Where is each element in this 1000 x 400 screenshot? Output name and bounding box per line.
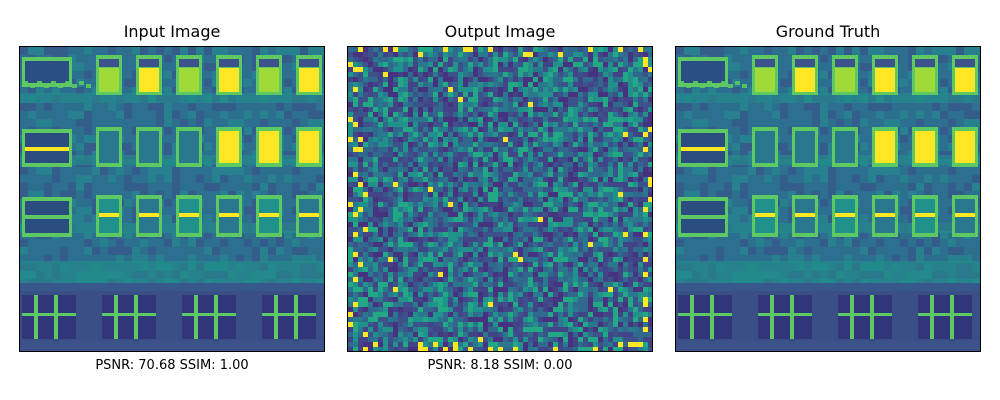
facade-image (20, 47, 324, 351)
panel-title-ground-truth: Ground Truth (775, 22, 881, 41)
metrics-caption-output: PSNR: 8.18 SSIM: 0.00 (427, 358, 573, 373)
panel-title-output: Output Image (444, 22, 556, 41)
metrics-caption-input: PSNR: 70.68 SSIM: 1.00 (95, 358, 249, 373)
input-image (19, 46, 325, 352)
output-image (347, 46, 653, 352)
facade-image (676, 47, 980, 351)
panel-title-input: Input Image (123, 22, 221, 41)
ground-truth-image (675, 46, 981, 352)
noise-image (348, 47, 652, 351)
